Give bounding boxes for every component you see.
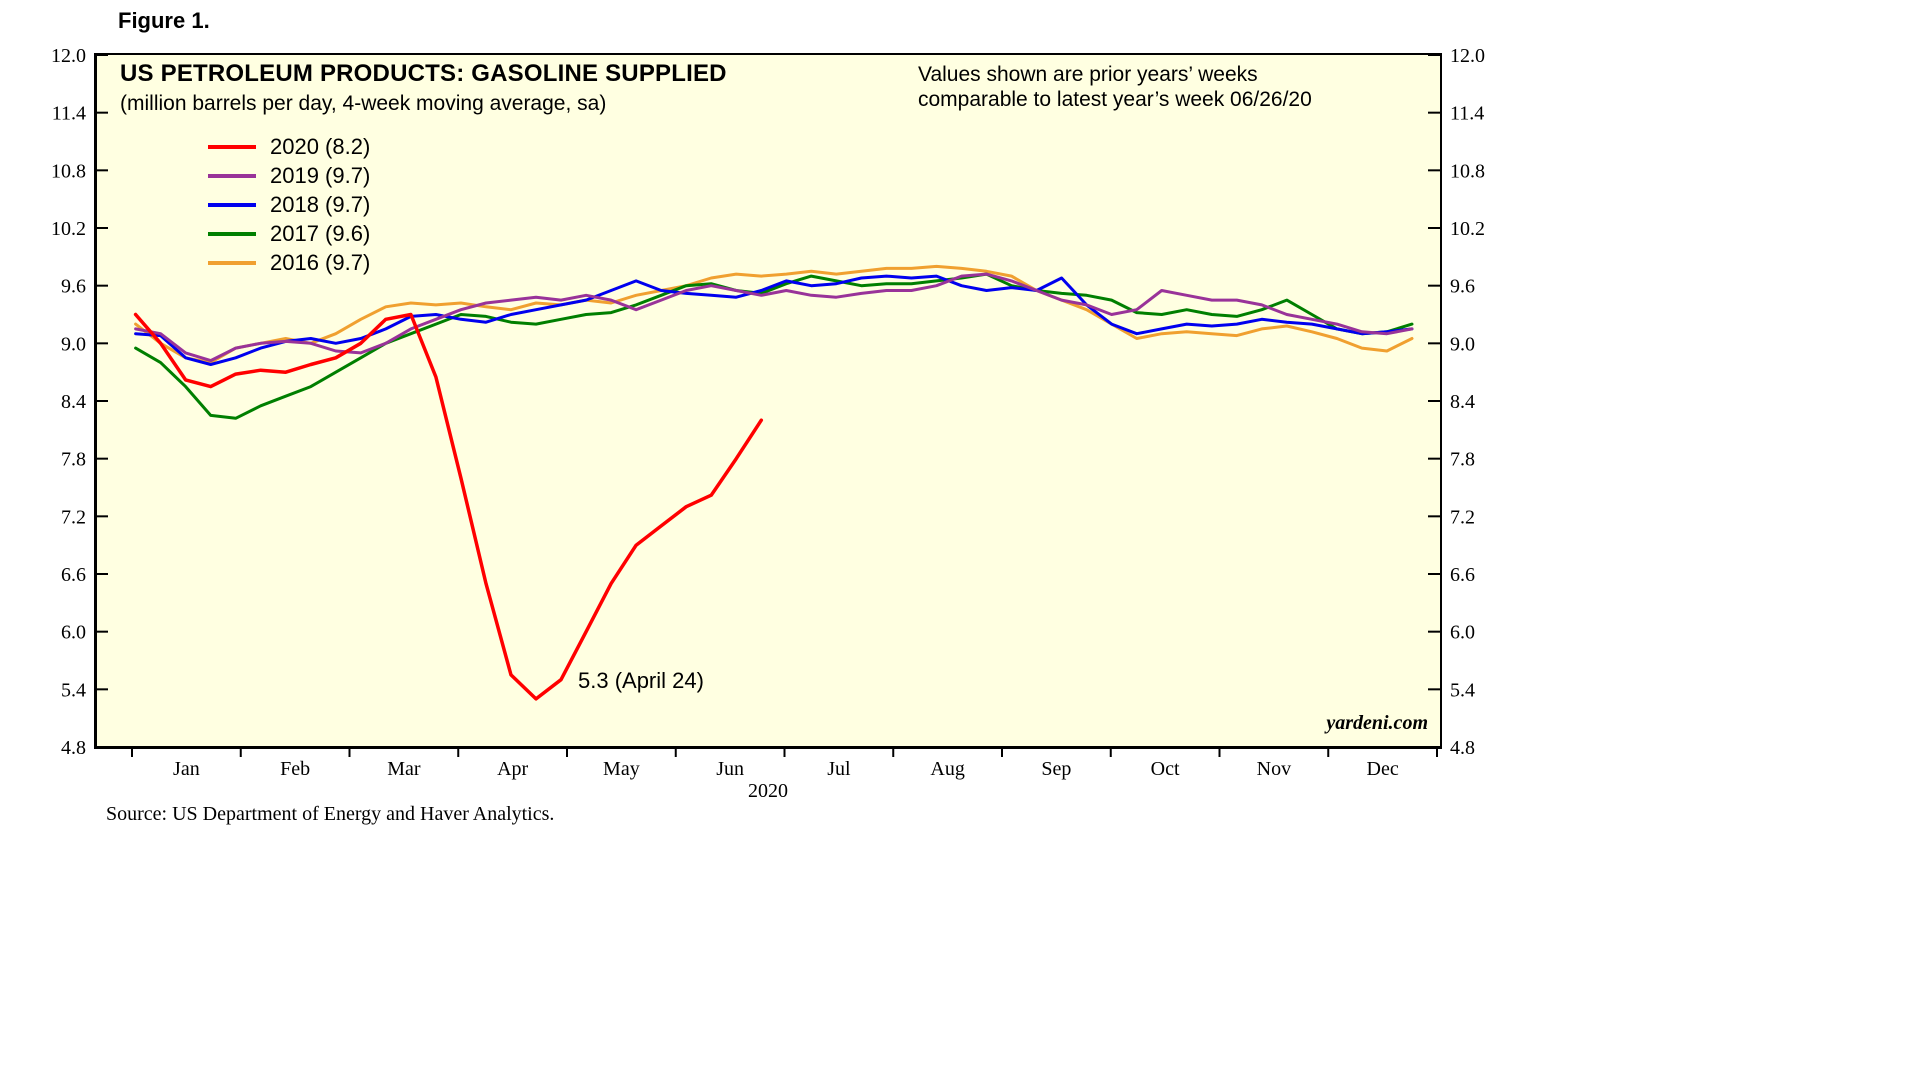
svg-text:7.2: 7.2 [1450, 506, 1475, 528]
svg-text:6.6: 6.6 [1450, 564, 1475, 586]
legend-label-2016: 2016 (9.7) [270, 249, 371, 275]
svg-text:9.0: 9.0 [61, 333, 86, 355]
yardeni-watermark: yardeni.com [1326, 712, 1428, 734]
legend-item-2020: 2020 (8.2) [208, 132, 370, 161]
legend-label-2020: 2020 (8.2) [270, 133, 371, 159]
legend-item-2017: 2017 (9.6) [208, 219, 370, 248]
figure-number-label: Figure 1. [118, 8, 210, 33]
svg-text:11.4: 11.4 [1450, 103, 1484, 125]
svg-text:7.8: 7.8 [1450, 449, 1475, 471]
legend-swatch-2016 [208, 260, 256, 265]
svg-text:5.4: 5.4 [61, 679, 86, 701]
chart-legend: 2020 (8.2) 2019 (9.7) 2018 (9.7) 2017 (9… [208, 132, 370, 277]
svg-text:4.8: 4.8 [61, 737, 86, 759]
svg-text:12.0: 12.0 [1450, 45, 1485, 67]
svg-text:4.8: 4.8 [1450, 737, 1475, 759]
svg-text:7.8: 7.8 [61, 449, 86, 471]
legend-label-2018: 2018 (9.7) [270, 191, 371, 217]
legend-swatch-2017 [208, 231, 256, 236]
svg-text:Sep: Sep [1041, 758, 1071, 780]
chart-note-line2: comparable to latest year’s week 06/26/2… [918, 88, 1312, 111]
svg-text:Aug: Aug [930, 758, 964, 780]
svg-text:10.2: 10.2 [1450, 218, 1485, 240]
svg-text:Mar: Mar [387, 758, 421, 780]
chart-note-line1: Values shown are prior years’ weeks [918, 63, 1258, 86]
svg-text:Oct: Oct [1151, 758, 1180, 780]
svg-text:6.0: 6.0 [1450, 622, 1475, 644]
svg-text:8.4: 8.4 [1450, 391, 1475, 413]
legend-label-2017: 2017 (9.6) [270, 220, 371, 246]
svg-text:Jan: Jan [173, 758, 200, 780]
legend-item-2018: 2018 (9.7) [208, 190, 370, 219]
low-point-annotation: 5.3 (April 24) [578, 668, 704, 693]
legend-swatch-2018 [208, 202, 256, 207]
svg-text:5.4: 5.4 [1450, 679, 1475, 701]
chart-note: Values shown are prior years’ weeks comp… [918, 62, 1312, 112]
svg-text:6.6: 6.6 [61, 564, 86, 586]
svg-text:9.6: 9.6 [1450, 276, 1475, 298]
svg-text:10.2: 10.2 [51, 218, 86, 240]
svg-text:Jun: Jun [716, 758, 744, 780]
svg-text:Feb: Feb [280, 758, 310, 780]
svg-text:9.0: 9.0 [1450, 333, 1475, 355]
chart-subtitle: (million barrels per day, 4-week moving … [120, 92, 607, 115]
svg-text:7.2: 7.2 [61, 506, 86, 528]
legend-item-2019: 2019 (9.7) [208, 161, 370, 190]
legend-label-2019: 2019 (9.7) [270, 162, 371, 188]
svg-text:9.6: 9.6 [61, 276, 86, 298]
legend-swatch-2019 [208, 173, 256, 178]
legend-swatch-2020 [208, 144, 256, 149]
svg-text:10.8: 10.8 [51, 160, 86, 182]
svg-text:12.0: 12.0 [51, 45, 86, 67]
svg-text:May: May [603, 758, 640, 780]
svg-text:Jul: Jul [827, 758, 851, 780]
svg-text:8.4: 8.4 [61, 391, 86, 413]
svg-text:11.4: 11.4 [52, 103, 86, 125]
svg-text:Nov: Nov [1257, 758, 1291, 780]
svg-text:Dec: Dec [1367, 758, 1399, 780]
source-note: Source: US Department of Energy and Have… [106, 803, 555, 825]
svg-text:10.8: 10.8 [1450, 160, 1485, 182]
x-axis-year-label: 2020 [748, 780, 788, 802]
svg-text:Apr: Apr [497, 758, 528, 780]
chart-title: US PETROLEUM PRODUCTS: GASOLINE SUPPLIED [120, 60, 727, 87]
svg-text:6.0: 6.0 [61, 622, 86, 644]
legend-item-2016: 2016 (9.7) [208, 248, 370, 277]
